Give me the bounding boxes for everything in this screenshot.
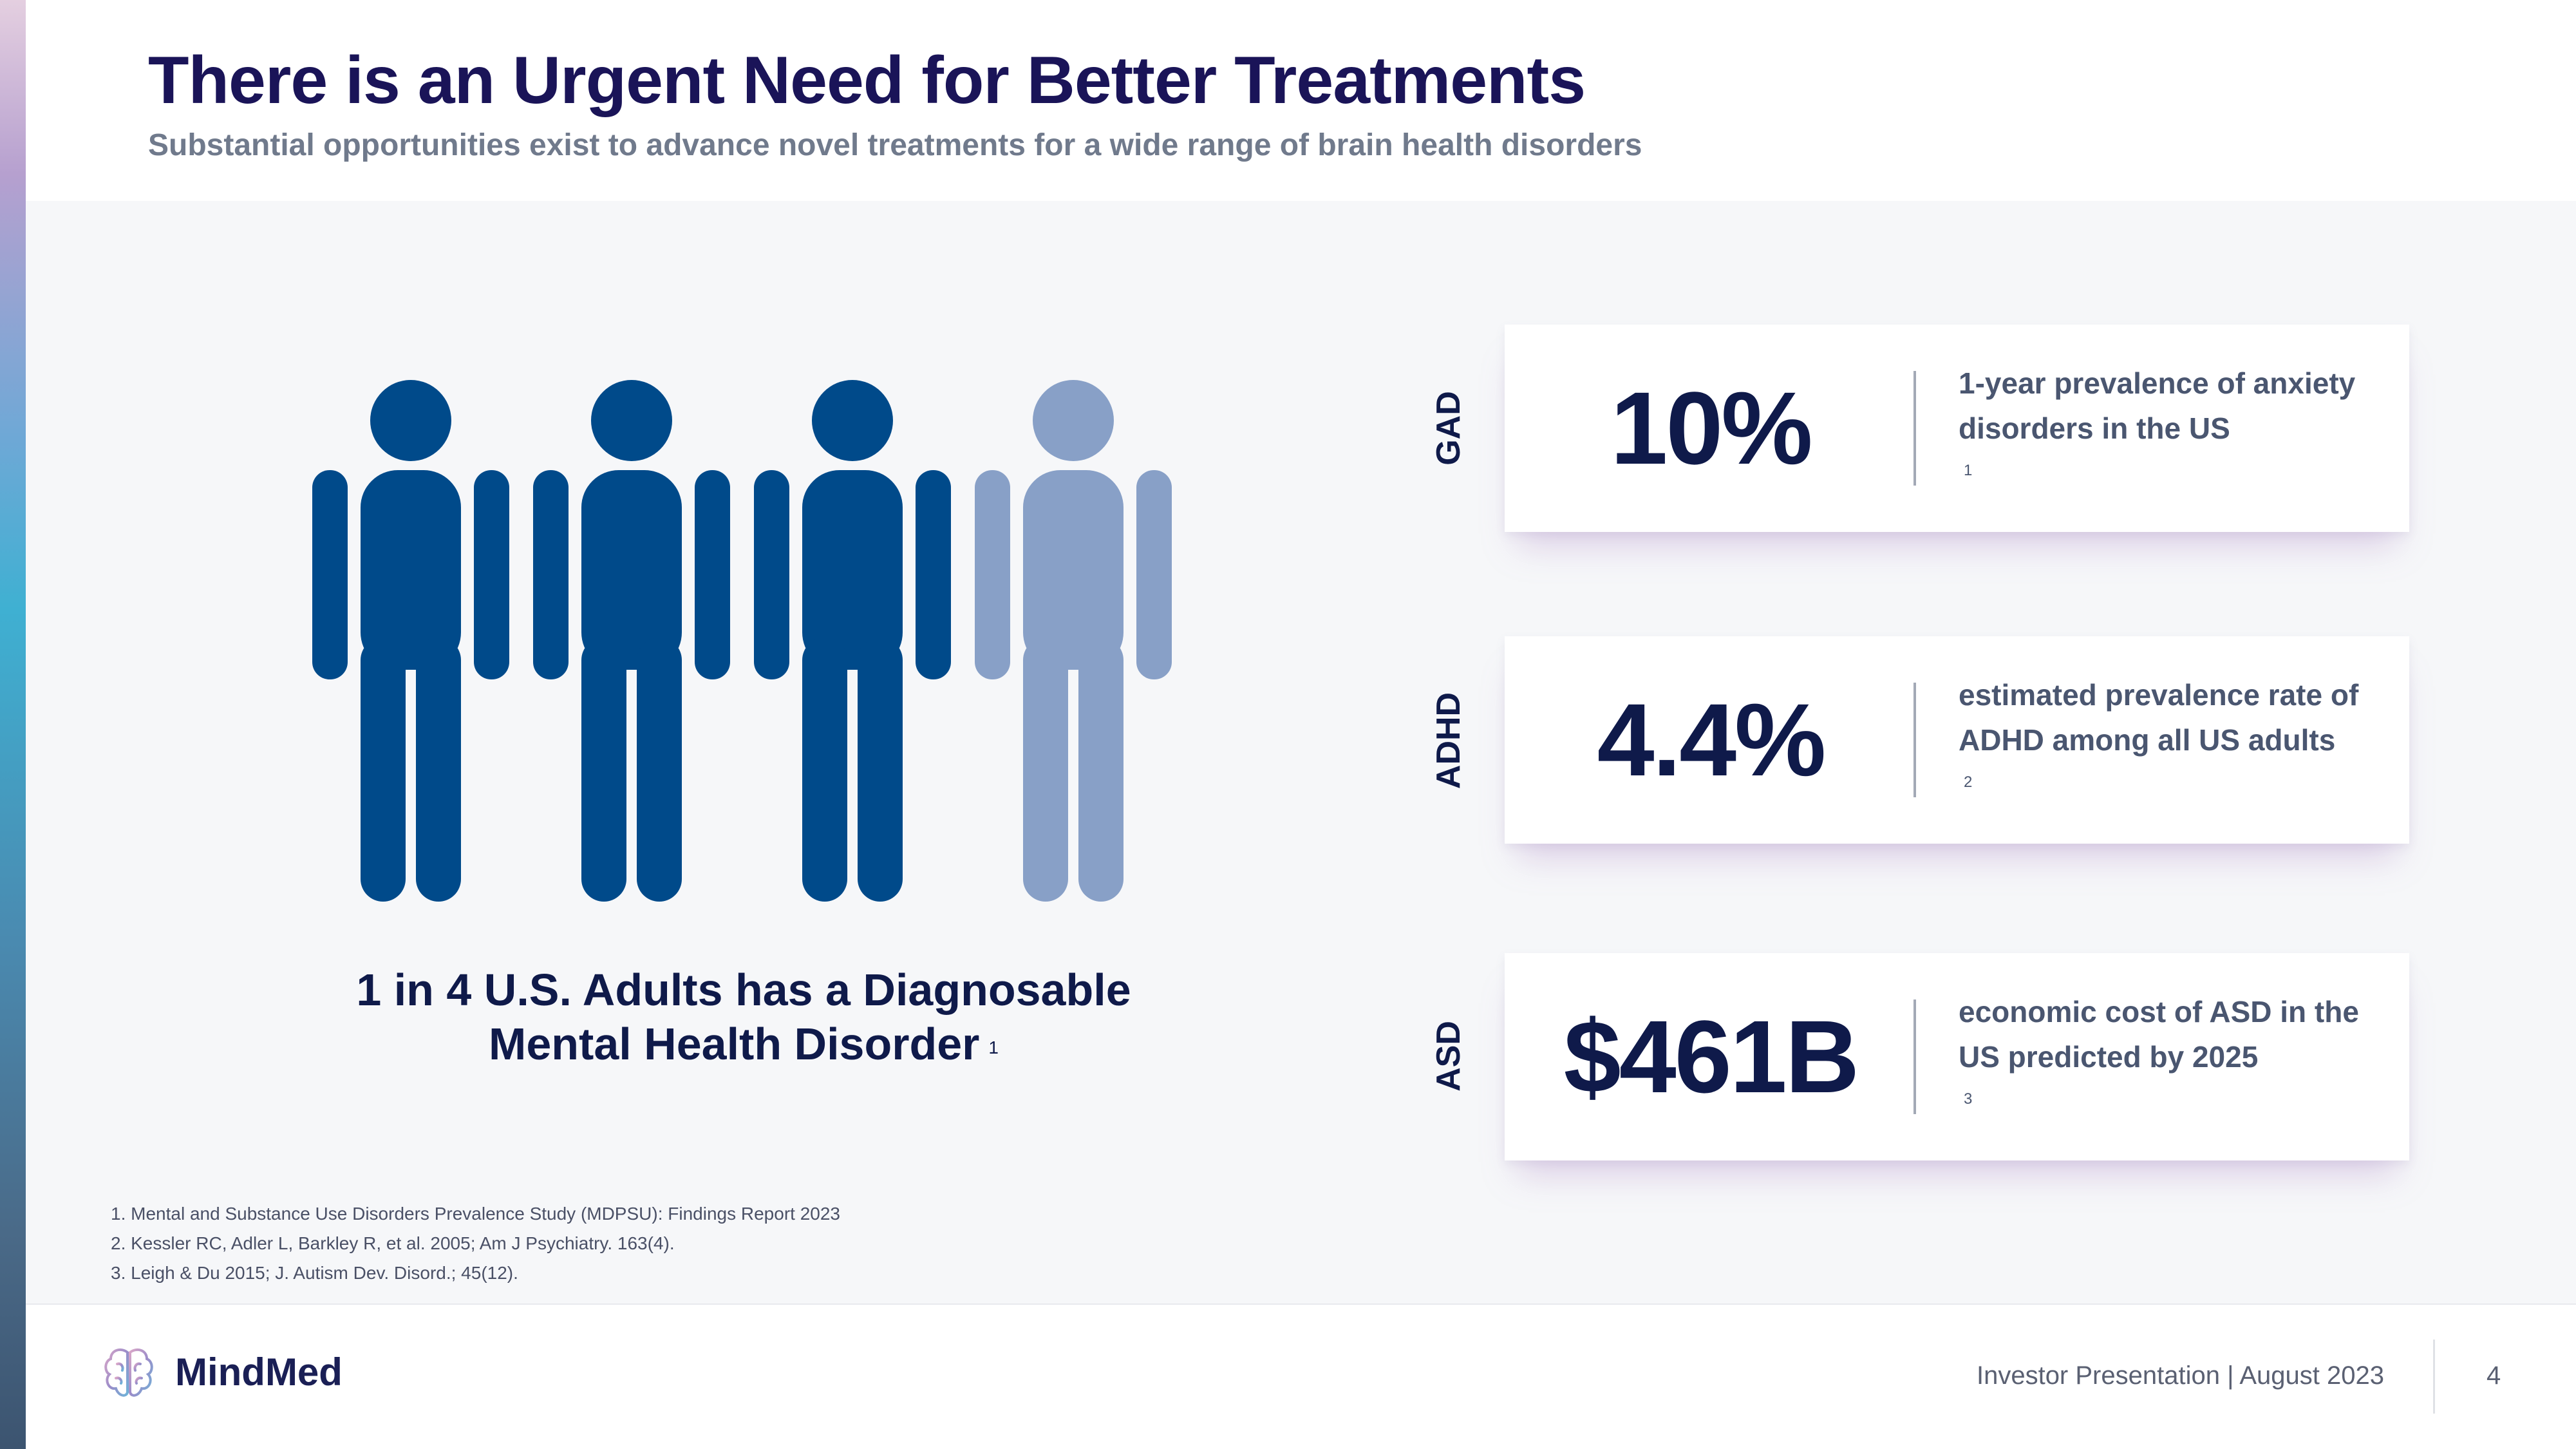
stat-value: 4.4% xyxy=(1597,682,1827,797)
people-figures xyxy=(312,380,1172,902)
category-label-adhd: ADHD xyxy=(1430,692,1467,790)
footnote: 3. Leigh & Du 2015; J. Autism Dev. Disor… xyxy=(111,1263,518,1283)
person-icon xyxy=(975,380,1172,902)
person-icon xyxy=(754,380,951,902)
footnote: 2. Kessler RC, Adler L, Barkley R, et al… xyxy=(111,1233,675,1253)
footnotes: 1. Mental and Substance Use Disorders Pr… xyxy=(111,1199,840,1288)
stat-ref: 1 xyxy=(1964,462,1973,479)
side-gradient-bar xyxy=(0,0,26,1449)
page-title: There is an Urgent Need for Better Treat… xyxy=(148,43,1586,118)
stat-description: estimated prevalence rate of ADHD among … xyxy=(1959,678,2359,791)
category-label-asd: ASD xyxy=(1430,1021,1467,1092)
stat-card-gad: 10% 1-year prevalence of anxiety disorde… xyxy=(1505,325,2409,532)
brand-name: MindMed xyxy=(175,1350,343,1394)
caption-line-1: 1 in 4 U.S. Adults has a Diagnosable xyxy=(356,965,1131,1015)
person-icon xyxy=(312,380,509,902)
stat-description: economic cost of ASD in the US predicted… xyxy=(1959,995,2359,1108)
stat-description: 1-year prevalence of anxiety disorders i… xyxy=(1959,366,2356,479)
person-icon xyxy=(533,380,730,902)
page-number: 4 xyxy=(2487,1361,2501,1390)
stat-card-adhd: 4.4% estimated prevalence rate of ADHD a… xyxy=(1505,636,2409,844)
category-label-gad: GAD xyxy=(1430,391,1467,466)
stat-value: $461B xyxy=(1563,999,1859,1114)
card-divider xyxy=(1913,999,1916,1114)
presentation-label: Investor Presentation | August 2023 xyxy=(1976,1361,2384,1390)
brain-logo-icon xyxy=(104,1348,153,1397)
footnote: 1. Mental and Substance Use Disorders Pr… xyxy=(111,1204,840,1224)
caption-ref: 1 xyxy=(988,1037,999,1057)
page-subtitle: Substantial opportunities exist to advan… xyxy=(148,128,1642,162)
stat-value: 10% xyxy=(1610,370,1812,486)
stat-ref: 3 xyxy=(1964,1090,1973,1108)
card-divider xyxy=(1913,683,1916,797)
stat-card-asd: $461B economic cost of ASD in the US pre… xyxy=(1505,953,2409,1160)
card-divider xyxy=(1913,371,1916,486)
stat-ref: 2 xyxy=(1964,773,1973,791)
figures-caption: 1 in 4 U.S. Adults has a Diagnosable Men… xyxy=(309,963,1178,1071)
footer-divider xyxy=(26,1303,2576,1305)
caption-line-2: Mental Health Disorder xyxy=(489,1019,980,1069)
footer-separator xyxy=(2433,1340,2435,1414)
